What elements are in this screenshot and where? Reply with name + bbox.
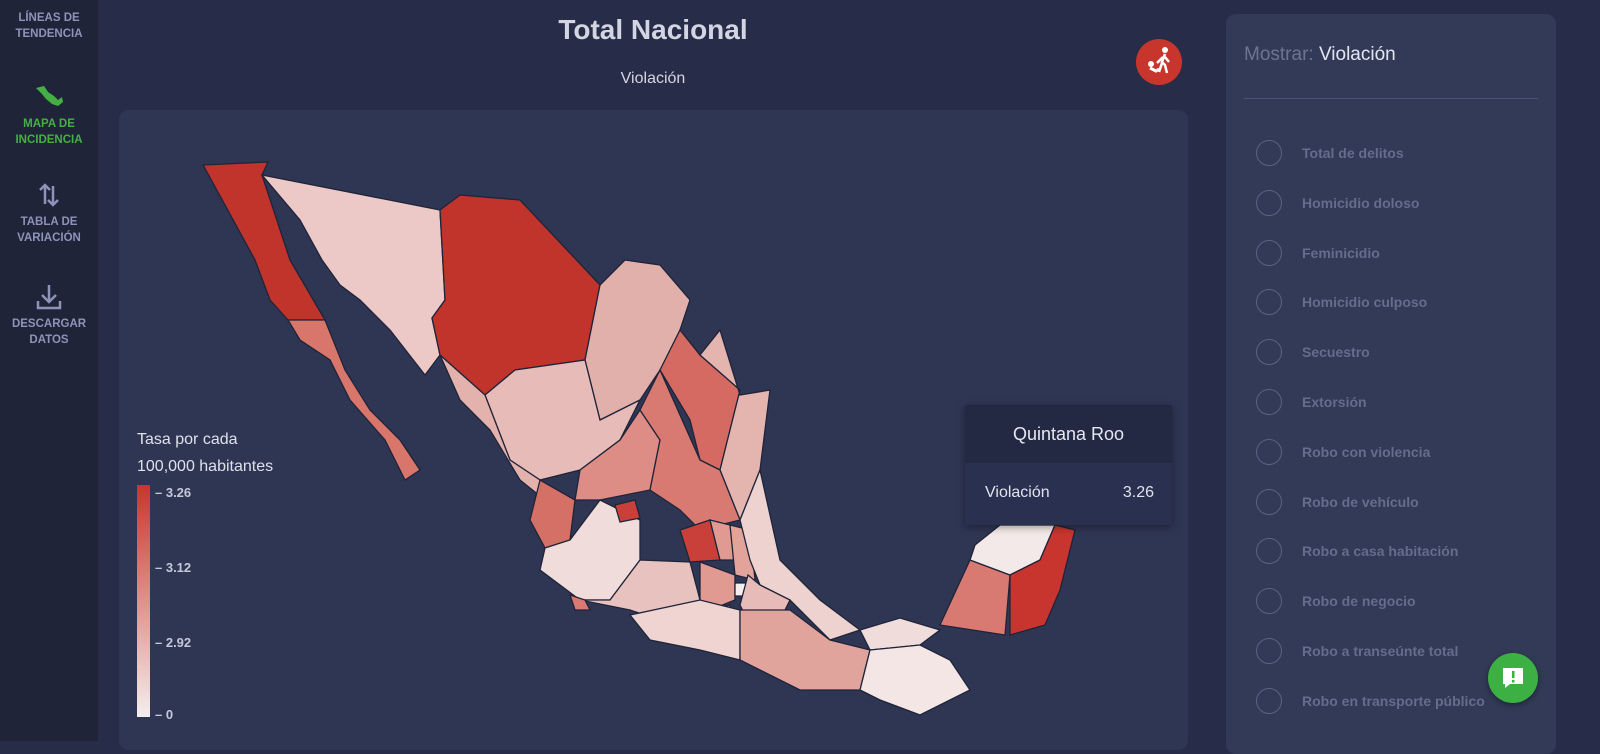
legend-tick: – 3.12 [155,560,192,575]
crime-option[interactable]: Homicidio doloso [1256,189,1420,216]
download-icon [36,285,62,310]
nav-label: TABLA DE [20,216,78,228]
show-label: Mostrar: Violación [1244,44,1396,65]
chat-icon [1503,668,1523,688]
option-label: Robo de vehículo [1302,493,1419,510]
nav-label: DESCARGAR [11,318,87,330]
state-colima[interactable] [568,593,592,611]
page-subtitle: Violación [620,70,686,87]
nav-label: VARIACIÓN [17,232,81,244]
nav-tabla-variacion[interactable]: TABLA DE VARIACIÓN [0,180,98,246]
crime-option[interactable]: Homicidio culposo [1256,289,1428,316]
crime-selector-panel: Mostrar: Violación Total de delitos Homic… [1226,14,1556,754]
legend-title: Tasa por cada 100,000 habitantes [137,431,274,475]
state-michoacan[interactable] [579,559,701,621]
nav-label: LÍNEAS DE [18,12,80,24]
legend-color-scale [137,485,150,717]
state-chiapas[interactable] [859,644,971,716]
map-tooltip: Quintana Roo Violación 3.26 [965,405,1172,525]
option-label: Secuestro [1302,344,1370,361]
radio-button[interactable] [1256,488,1282,515]
mexico-map-icon [36,86,63,106]
selected-crime: Violación [1318,44,1396,65]
option-label: Extorsión [1302,394,1367,410]
state-veracruz[interactable] [739,467,862,641]
crime-option[interactable]: Robo a casa habitación [1256,538,1459,565]
divider [1244,98,1538,99]
tooltip-metric: Violación [985,484,1050,501]
radio-button[interactable] [1256,638,1282,664]
legend-tick: – 2.92 [155,635,192,650]
page-title: Total Nacional [558,14,748,45]
state-tabasco[interactable] [859,617,942,651]
crime-option[interactable]: Robo en transporte público [1256,687,1485,714]
radio-button[interactable] [1256,289,1282,316]
state-baja-california-sur[interactable] [286,319,421,481]
radio-button[interactable] [1256,438,1282,465]
crime-option[interactable]: Feminicidio [1256,239,1380,266]
crime-option[interactable]: Total de delitos [1256,140,1404,166]
swap-arrows-icon [39,183,59,207]
crime-option[interactable]: Secuestro [1256,339,1370,366]
option-label: Robo a casa habitación [1302,543,1459,560]
nav-label: MAPA DE [23,118,75,130]
radio-button[interactable] [1256,239,1282,266]
legend-tick: – 3.26 [155,485,192,500]
crime-option[interactable]: Extorsión [1256,389,1367,415]
nav-label: DATOS [29,334,69,346]
radio-button[interactable] [1256,389,1282,415]
tooltip-value: 3.26 [1122,484,1154,501]
radio-button[interactable] [1256,189,1282,216]
option-label: Feminicidio [1302,244,1380,261]
crime-option[interactable]: Robo de negocio [1256,588,1416,615]
crime-option[interactable]: Robo a transeúnte total [1256,638,1458,664]
option-label: Homicidio culposo [1302,294,1428,311]
state-oaxaca[interactable] [739,609,871,691]
state-aguascalientes[interactable] [614,499,641,523]
nav-label: INCIDENCIA [15,134,83,146]
nav-lineas-tendencia[interactable]: LÍNEAS DE TENDENCIA [0,10,98,42]
option-label: Robo con violencia [1302,443,1431,460]
option-label: Robo de negocio [1302,593,1416,610]
radio-button[interactable] [1256,588,1282,615]
option-label: Homicidio doloso [1302,194,1420,211]
crime-option[interactable]: Robo de vehículo [1256,488,1419,515]
crime-option[interactable]: Robo con violencia [1256,438,1431,465]
radio-button[interactable] [1256,538,1282,565]
option-label: Robo a transeúnte total [1302,643,1459,659]
legend-tick: – 0 [155,707,174,722]
radio-button[interactable] [1256,140,1282,166]
chat-button[interactable] [1488,653,1538,703]
nav-label: TENDENCIA [15,28,83,40]
radio-button[interactable] [1256,687,1282,714]
option-label: Robo en transporte público [1302,692,1485,709]
option-label: Total de delitos [1302,145,1404,161]
assault-icon [1136,39,1182,85]
radio-button[interactable] [1256,339,1282,366]
sidebar: LÍNEAS DE TENDENCIA MAPA DE INCIDENCIA TAB… [0,0,98,741]
state-quintana-roo[interactable] [1009,524,1076,636]
nav-mapa-incidencia[interactable]: MAPA DE INCIDENCIA [0,82,98,148]
nav-descargar-datos[interactable]: DESCARGAR DATOS [0,282,98,348]
tooltip-state: Quintana Roo [965,405,1172,463]
